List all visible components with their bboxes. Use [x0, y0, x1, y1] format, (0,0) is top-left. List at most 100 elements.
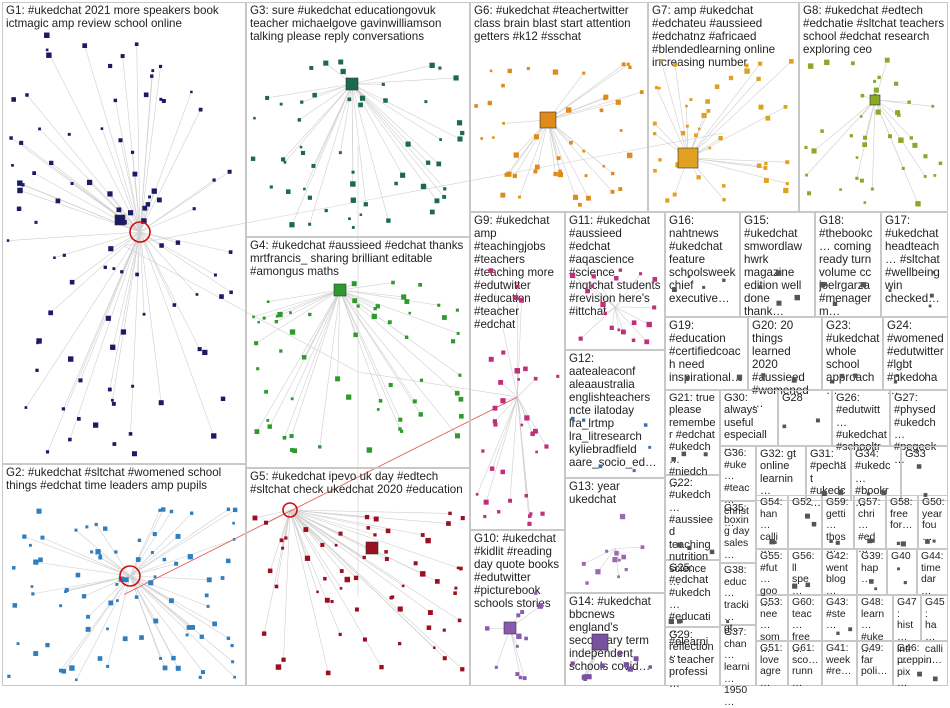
hub-node-ring	[120, 566, 140, 586]
node-marker	[374, 517, 379, 522]
node-marker	[863, 136, 867, 140]
node-marker	[769, 539, 774, 544]
node-marker	[855, 177, 858, 180]
node-marker	[910, 136, 913, 139]
node-marker	[253, 117, 256, 120]
node-marker	[12, 566, 16, 570]
hub-node-image	[504, 622, 516, 634]
node-marker	[131, 385, 134, 388]
node-marker	[442, 195, 446, 199]
node-marker	[103, 526, 107, 530]
node-marker	[352, 226, 355, 229]
node-marker	[298, 118, 301, 121]
node-marker	[29, 544, 32, 547]
node-marker	[458, 619, 462, 623]
node-marker	[939, 161, 943, 165]
node-marker	[485, 626, 489, 630]
node-marker	[459, 414, 464, 419]
node-marker	[169, 598, 174, 603]
node-marker	[804, 146, 807, 149]
node-marker	[425, 538, 430, 543]
node-marker	[582, 72, 585, 75]
node-marker	[715, 84, 720, 89]
node-marker	[398, 427, 401, 430]
node-marker	[136, 557, 141, 562]
node-marker	[129, 432, 133, 436]
node-marker	[924, 175, 927, 178]
node-marker	[836, 632, 839, 635]
node-marker	[460, 131, 464, 135]
node-marker	[620, 514, 625, 519]
node-marker	[924, 377, 927, 380]
node-marker	[616, 100, 621, 105]
node-marker	[301, 151, 305, 155]
node-marker	[255, 429, 260, 434]
node-marker	[340, 587, 343, 590]
node-marker	[694, 133, 698, 137]
node-marker	[268, 424, 272, 428]
node-marker	[112, 402, 116, 406]
node-marker	[46, 49, 49, 52]
node-marker	[82, 594, 86, 598]
node-marker	[722, 198, 725, 201]
node-marker	[143, 313, 146, 316]
node-marker	[9, 136, 12, 139]
node-marker	[419, 412, 423, 416]
node-marker	[335, 544, 338, 547]
node-marker	[579, 337, 583, 341]
node-marker	[824, 60, 829, 65]
node-marker	[516, 285, 520, 289]
node-marker	[339, 151, 342, 154]
node-marker	[929, 305, 932, 308]
node-marker	[820, 129, 824, 133]
node-marker	[253, 516, 258, 521]
node-marker	[421, 184, 426, 189]
node-marker	[112, 267, 115, 270]
node-marker	[701, 113, 706, 118]
node-marker	[745, 64, 749, 68]
hub-node-image	[870, 95, 880, 105]
node-marker	[326, 671, 331, 676]
node-marker	[484, 500, 489, 505]
node-marker	[212, 178, 215, 181]
node-marker	[124, 577, 129, 582]
node-marker	[367, 447, 372, 452]
node-marker	[838, 490, 843, 495]
node-marker	[765, 116, 770, 121]
node-marker	[312, 93, 317, 98]
node-marker	[506, 172, 511, 177]
node-marker	[856, 156, 859, 159]
node-marker	[621, 330, 626, 335]
node-marker	[619, 269, 622, 272]
node-marker	[443, 656, 447, 660]
node-marker	[138, 539, 141, 542]
node-marker	[401, 294, 406, 299]
node-marker	[404, 299, 409, 304]
node-marker	[443, 629, 446, 632]
node-marker	[925, 539, 930, 544]
node-marker	[33, 560, 38, 565]
node-marker	[618, 559, 621, 562]
node-marker	[64, 590, 67, 593]
node-marker	[894, 82, 898, 86]
node-marker	[115, 583, 118, 586]
node-marker	[628, 66, 631, 69]
node-marker	[718, 136, 722, 140]
node-marker	[117, 207, 122, 212]
node-marker	[233, 538, 236, 541]
node-marker	[586, 674, 591, 679]
node-marker	[807, 191, 811, 195]
node-marker	[655, 86, 658, 89]
node-marker	[281, 547, 284, 550]
node-marker	[108, 601, 113, 606]
node-marker	[530, 431, 535, 436]
node-marker	[610, 326, 614, 330]
node-marker	[443, 187, 446, 190]
node-marker	[123, 636, 128, 641]
node-marker	[379, 665, 383, 669]
node-marker	[46, 53, 51, 58]
node-marker	[453, 75, 458, 80]
node-marker	[25, 93, 28, 96]
node-marker	[86, 627, 91, 632]
node-marker	[902, 167, 905, 170]
